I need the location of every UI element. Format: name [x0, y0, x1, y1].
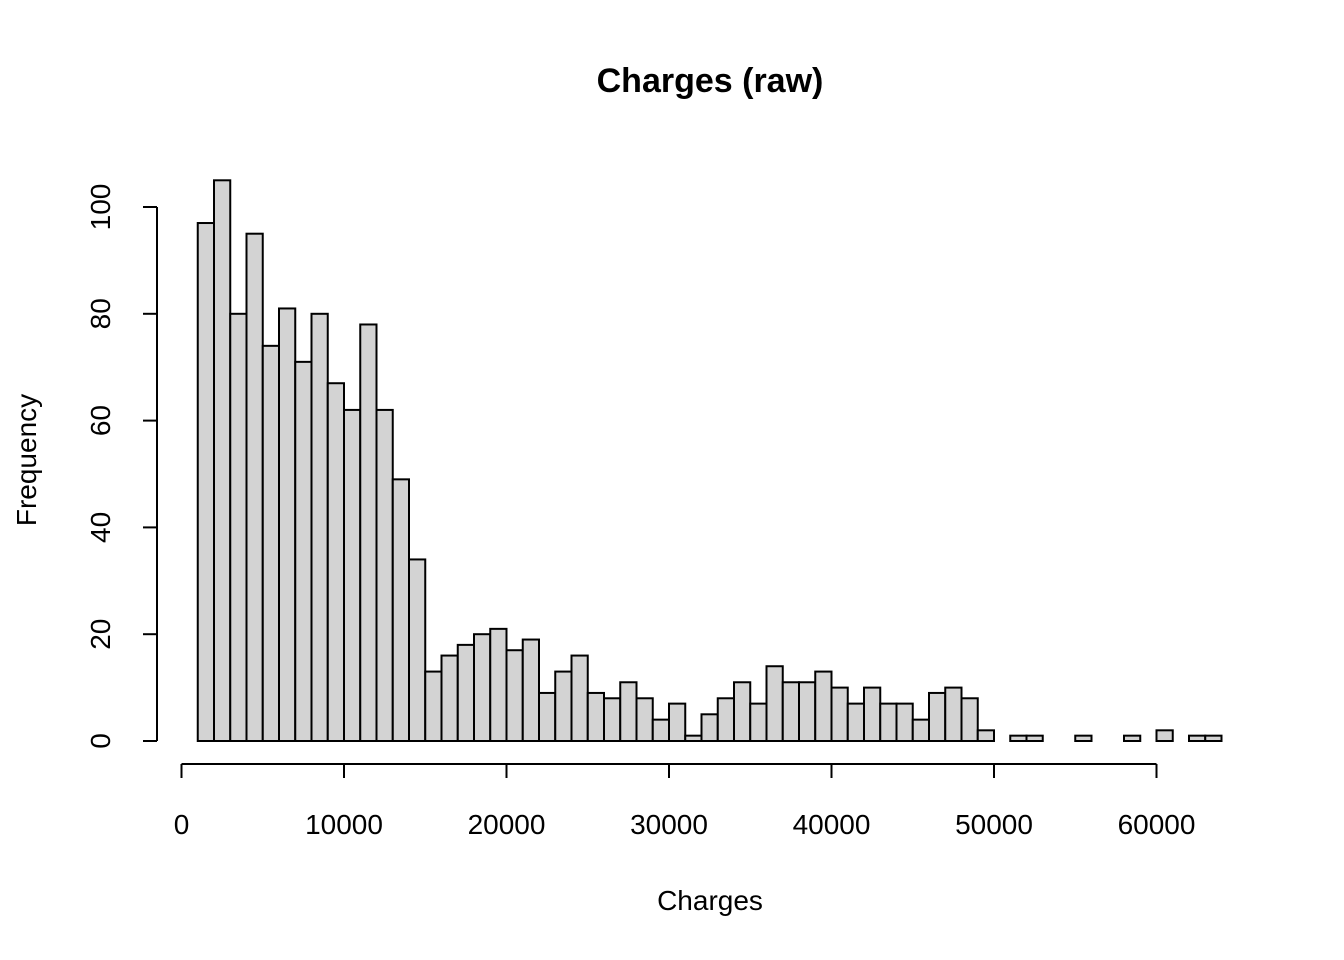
- histogram-bar: [700, 713, 719, 742]
- histogram-bar: [684, 734, 703, 742]
- histogram-bar: [521, 638, 540, 742]
- histogram-bar: [473, 633, 492, 743]
- histogram-bar: [619, 681, 638, 743]
- histogram-bar: [960, 697, 979, 743]
- histogram-bar: [229, 312, 248, 742]
- x-axis-label: Charges: [657, 885, 763, 916]
- histogram-bar: [310, 312, 329, 742]
- histogram-bar: [928, 691, 947, 743]
- histogram-bar: [489, 627, 508, 742]
- histogram-bar: [765, 665, 784, 742]
- y-axis-label: Frequency: [11, 394, 42, 526]
- x-tick-label: 10000: [305, 809, 383, 840]
- histogram-bar: [814, 670, 833, 743]
- histogram-bar: [846, 702, 865, 742]
- x-tick-label: 60000: [1118, 809, 1196, 840]
- y-axis: 0 20 40 60 80 100: [85, 184, 158, 749]
- x-axis: 0 10000 20000 30000 40000 50000 60000: [174, 763, 1196, 840]
- x-tick-label: 20000: [468, 809, 546, 840]
- histogram-bar: [424, 670, 443, 743]
- histogram-bar: [213, 179, 232, 743]
- histogram-bar: [1155, 729, 1174, 743]
- histogram-bar: [278, 307, 297, 742]
- histogram-bar: [830, 686, 849, 742]
- histogram-bar: [245, 232, 264, 742]
- histogram-bar: [911, 718, 930, 743]
- histogram-bar: [408, 558, 427, 742]
- histogram-bar: [1123, 734, 1142, 742]
- histogram-bar: [391, 478, 410, 742]
- histogram-bar: [798, 681, 817, 743]
- histogram-bar: [261, 344, 280, 742]
- histogram-bar: [976, 729, 995, 743]
- histogram-bar: [781, 681, 800, 743]
- histogram-bar: [538, 691, 557, 743]
- histogram-bar: [375, 408, 394, 742]
- histogram-bar: [1025, 734, 1044, 742]
- histogram-bar: [716, 697, 735, 743]
- histogram-bar: [456, 643, 475, 743]
- histogram-bar: [294, 360, 313, 742]
- histogram-bar: [668, 702, 687, 742]
- histogram-bar: [635, 697, 654, 743]
- x-tick-label: 0: [174, 809, 190, 840]
- y-tick-label: 40: [85, 512, 116, 543]
- histogram-bar: [1009, 734, 1028, 742]
- histogram-bar: [343, 408, 362, 742]
- histogram-bar: [359, 323, 378, 742]
- histogram-bar: [895, 702, 914, 742]
- chart-title: Charges (raw): [597, 62, 824, 100]
- y-tick-label: 80: [85, 298, 116, 329]
- histogram-bar: [570, 654, 589, 742]
- histogram-bar: [879, 702, 898, 742]
- histogram-bar: [651, 718, 670, 743]
- histogram-bar: [603, 697, 622, 743]
- x-tick-label: 40000: [793, 809, 871, 840]
- histogram-bar: [1204, 734, 1223, 742]
- histogram-bar: [863, 686, 882, 742]
- histogram-bar: [733, 681, 752, 743]
- histogram-bar: [440, 654, 459, 742]
- y-tick-label: 20: [85, 619, 116, 650]
- y-tick-label: 100: [85, 184, 116, 231]
- y-tick-label: 0: [85, 733, 116, 749]
- x-tick-label: 50000: [955, 809, 1033, 840]
- histogram-bar: [505, 649, 524, 742]
- histogram-bar: [944, 686, 963, 742]
- histogram-bar: [196, 222, 215, 742]
- histogram-bar: [749, 702, 768, 742]
- histogram-bar: [1074, 734, 1093, 742]
- histogram-bar: [1188, 734, 1207, 742]
- histogram-bar: [326, 382, 345, 742]
- histogram-bar: [554, 670, 573, 743]
- histogram-bar: [586, 691, 605, 743]
- bars-group: [196, 179, 1223, 743]
- y-tick-label: 60: [85, 405, 116, 436]
- x-tick-label: 30000: [630, 809, 708, 840]
